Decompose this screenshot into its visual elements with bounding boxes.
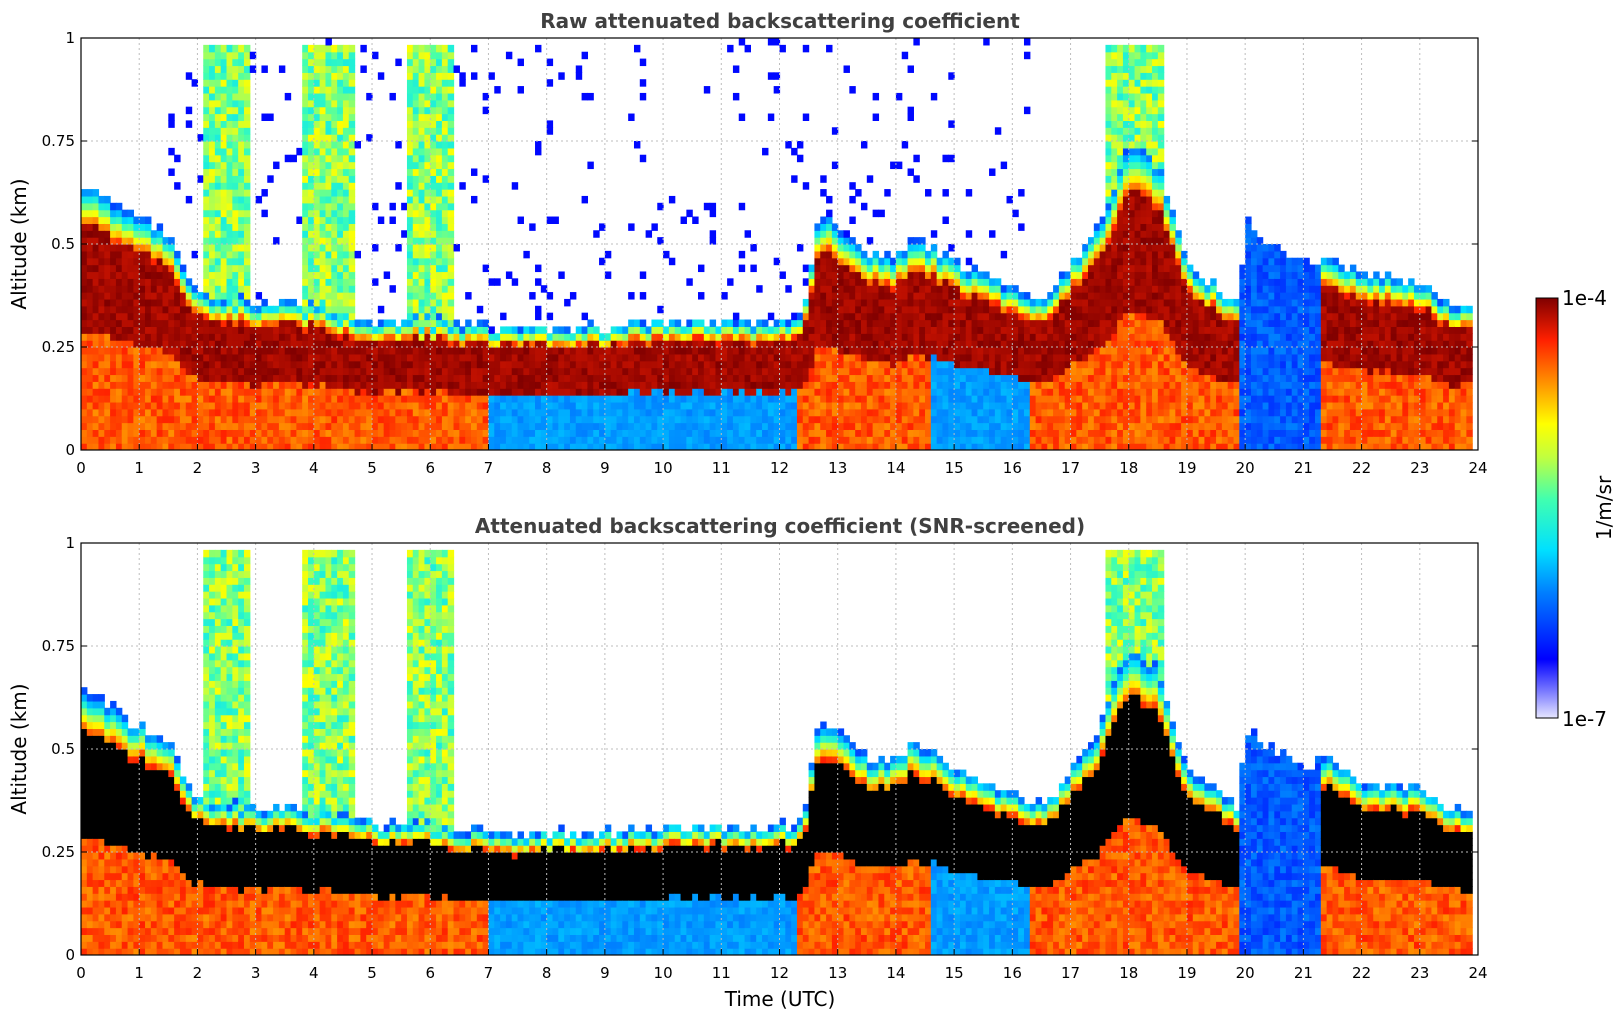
x-tick-label: 14 <box>886 964 905 982</box>
x-axis-label: Time (UTC) <box>724 987 836 1011</box>
x-tick-label: 22 <box>1352 964 1371 982</box>
x-tick-label: 6 <box>425 459 435 477</box>
x-tick-label: 6 <box>425 964 435 982</box>
y-tick-label: 0 <box>65 441 75 459</box>
grid-screened <box>81 543 1478 955</box>
x-tick-label: 19 <box>1177 964 1196 982</box>
x-tick-label: 14 <box>886 459 905 477</box>
x-tick-label: 1 <box>134 964 144 982</box>
x-tick-label: 7 <box>484 459 494 477</box>
y-axis-label-screened: Altitude (km) <box>7 683 31 814</box>
x-tick-label: 9 <box>600 459 610 477</box>
x-tick-label: 24 <box>1468 964 1487 982</box>
colorbar-max-label: 1e-4 <box>1562 286 1607 310</box>
panel-title-screened: Attenuated backscattering coefficient (S… <box>475 514 1085 538</box>
x-tick-label: 15 <box>945 964 964 982</box>
y-axis-label-raw: Altitude (km) <box>7 178 31 309</box>
colorbar-min-label: 1e-7 <box>1562 707 1607 731</box>
y-tick-label: 0.75 <box>42 132 75 150</box>
x-tick-label: 13 <box>828 964 847 982</box>
x-tick-label: 21 <box>1294 964 1313 982</box>
y-tick-label: 1 <box>65 534 75 552</box>
x-tick-label: 19 <box>1177 459 1196 477</box>
panel-title-raw: Raw attenuated backscattering coefficien… <box>540 9 1020 33</box>
x-tick-label: 5 <box>367 964 377 982</box>
x-ticks-raw: 0 1 2 3 4 5 6 7 8 9 10 11 12 13 14 15 16 17 18 19 20 21 22 23 24 <box>76 444 1488 477</box>
x-tick-label: 7 <box>484 964 494 982</box>
x-tick-label: 22 <box>1352 459 1371 477</box>
x-tick-label: 15 <box>945 459 964 477</box>
x-tick-label: 8 <box>542 964 552 982</box>
x-tick-label: 13 <box>828 459 847 477</box>
x-tick-label: 17 <box>1061 459 1080 477</box>
x-tick-label: 21 <box>1294 459 1313 477</box>
x-tick-label: 23 <box>1410 459 1429 477</box>
x-tick-label: 16 <box>1003 964 1022 982</box>
x-ticks-screened: 0 1 2 3 4 5 6 7 8 9 10 11 12 13 14 15 16 17 18 19 20 21 22 23 24 <box>76 949 1488 982</box>
heatmap-raw <box>81 38 1473 450</box>
grid-raw <box>81 38 1478 450</box>
x-tick-label: 9 <box>600 964 610 982</box>
x-tick-label: 17 <box>1061 964 1080 982</box>
x-tick-label: 3 <box>251 964 261 982</box>
y-tick-label: 0.5 <box>51 235 75 253</box>
x-tick-label: 12 <box>770 459 789 477</box>
x-tick-label: 4 <box>309 964 319 982</box>
x-tick-label: 18 <box>1119 964 1138 982</box>
y-tick-label: 0.5 <box>51 740 75 758</box>
x-tick-label: 10 <box>654 964 673 982</box>
x-tick-label: 11 <box>712 459 731 477</box>
heatmap-screened <box>81 549 1473 955</box>
x-tick-label: 0 <box>76 964 86 982</box>
x-tick-label: 16 <box>1003 459 1022 477</box>
x-tick-label: 1 <box>134 459 144 477</box>
x-tick-label: 18 <box>1119 459 1138 477</box>
panel-screened: Attenuated backscattering coefficient (S… <box>7 514 1488 1011</box>
y-ticks-screened: 0 0.25 0.5 0.75 1 <box>42 534 1478 964</box>
y-tick-label: 0.25 <box>42 338 75 356</box>
y-tick-label: 1 <box>65 29 75 47</box>
x-tick-label: 2 <box>193 459 203 477</box>
x-tick-label: 2 <box>193 964 203 982</box>
panel-raw: Raw attenuated backscattering coefficien… <box>7 9 1488 477</box>
x-tick-label: 3 <box>251 459 261 477</box>
x-tick-label: 20 <box>1236 459 1255 477</box>
x-tick-label: 12 <box>770 964 789 982</box>
y-tick-label: 0.75 <box>42 637 75 655</box>
colorbar-gradient <box>1535 297 1559 719</box>
y-tick-label: 0 <box>65 946 75 964</box>
x-tick-label: 24 <box>1468 459 1487 477</box>
x-tick-label: 0 <box>76 459 86 477</box>
x-tick-label: 10 <box>654 459 673 477</box>
y-tick-label: 0.25 <box>42 843 75 861</box>
x-tick-label: 8 <box>542 459 552 477</box>
x-tick-label: 23 <box>1410 964 1429 982</box>
colorbar-unit-label: 1/m/sr <box>1592 475 1616 540</box>
x-tick-label: 4 <box>309 459 319 477</box>
y-ticks-raw: 0 0.25 0.5 0.75 1 <box>42 29 1478 459</box>
x-tick-label: 20 <box>1236 964 1255 982</box>
colorbar: 1e-4 1e-7 1/m/sr <box>1535 286 1616 731</box>
x-tick-label: 11 <box>712 964 731 982</box>
x-tick-label: 5 <box>367 459 377 477</box>
